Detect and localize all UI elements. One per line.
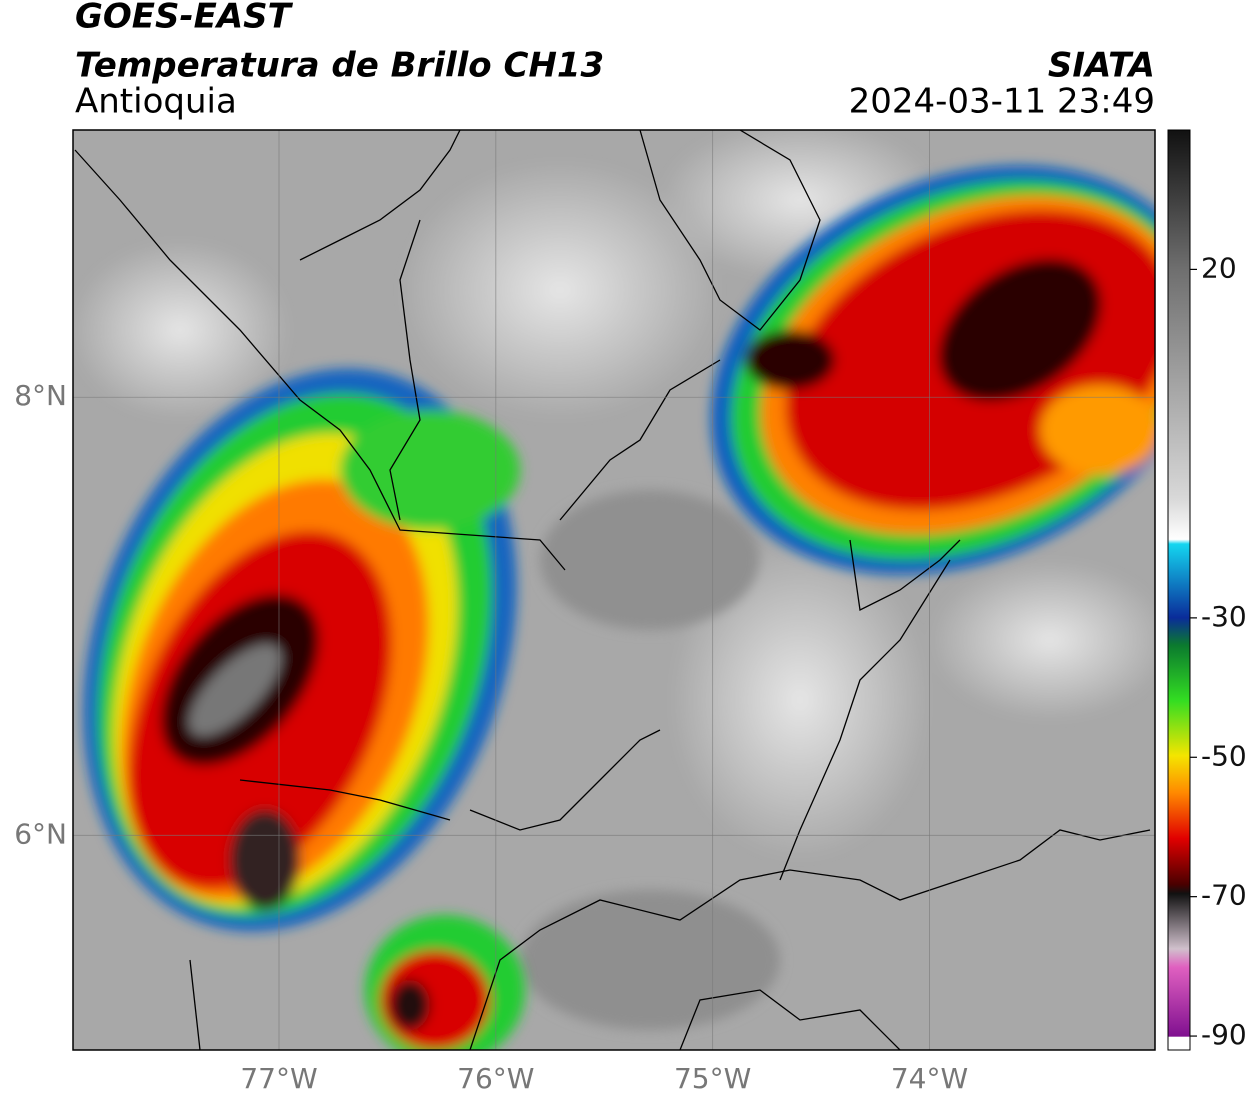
axes: 77°W 76°W 75°W 74°W 6°N 8°N bbox=[14, 379, 968, 1095]
colorbar-tick-label: 20 bbox=[1201, 251, 1237, 284]
lon-label: 74°W bbox=[891, 1062, 968, 1095]
region: Antioquia bbox=[75, 82, 237, 122]
title: GOES-EAST bbox=[75, 0, 294, 37]
lat-label: 8°N bbox=[14, 379, 67, 412]
cloud-texture bbox=[73, 130, 1155, 1030]
lon-label: 77°W bbox=[240, 1062, 317, 1095]
map-image bbox=[73, 130, 1155, 1050]
timestamp: 2024-03-11 23:49 bbox=[849, 82, 1155, 122]
lon-label: 75°W bbox=[674, 1062, 751, 1095]
lon-label: 76°W bbox=[457, 1062, 534, 1095]
lat-label: 6°N bbox=[14, 817, 67, 850]
grid bbox=[73, 130, 1155, 1050]
source: SIATA bbox=[1048, 46, 1155, 86]
colorbar-tick-label: -50 bbox=[1201, 739, 1247, 772]
storm-west bbox=[83, 368, 520, 932]
subtitle: Temperatura de Brillo CH13 bbox=[75, 46, 604, 86]
colorbar-tick-label: -30 bbox=[1201, 600, 1247, 633]
boundaries bbox=[74, 130, 1151, 1050]
colorbar-tick-label: -90 bbox=[1201, 1018, 1247, 1051]
storm-south bbox=[365, 915, 525, 1050]
map-frame bbox=[72, 129, 1156, 1051]
colorbar-ticks: 20 -30 -50 -70 -90 bbox=[1190, 251, 1247, 1051]
colorbar bbox=[1167, 129, 1191, 1051]
colorbar-tick-label: -70 bbox=[1201, 879, 1247, 912]
storm-east bbox=[711, 165, 1155, 575]
